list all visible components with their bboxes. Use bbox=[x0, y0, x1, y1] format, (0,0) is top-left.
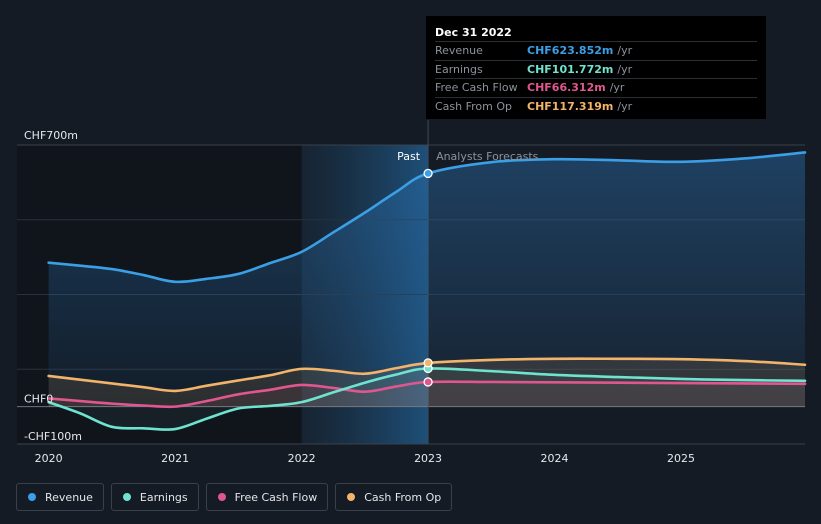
y-tick-label: -CHF100m bbox=[24, 430, 82, 443]
cash-from-op-line bbox=[47, 357, 807, 393]
free-cash-flow-line bbox=[47, 380, 807, 409]
x-tick-label: 2024 bbox=[541, 452, 569, 465]
legend-label: Earnings bbox=[139, 490, 188, 504]
legend-label: Cash From Op bbox=[364, 490, 442, 504]
tooltip-unit: /yr bbox=[617, 62, 633, 76]
legend-dot-icon bbox=[217, 493, 226, 501]
x-tick-label: 2023 bbox=[414, 452, 442, 465]
tooltip-row-revenue: Revenue CHF623.852m /yr bbox=[435, 41, 757, 60]
tooltip: Dec 31 2022 Revenue CHF623.852m /yr Earn… bbox=[426, 16, 766, 119]
revenue-area bbox=[48, 152, 805, 407]
tooltip-value: CHF101.772m bbox=[527, 62, 614, 76]
free-cash-flow-area bbox=[48, 381, 805, 407]
legend-item-revenue[interactable]: Revenue bbox=[16, 483, 104, 511]
tooltip-unit: /yr bbox=[617, 44, 633, 57]
legend-label: Revenue bbox=[45, 490, 93, 504]
free-cash-flow-marker bbox=[423, 377, 433, 387]
legend: Revenue Earnings Free Cash Flow Cash Fro… bbox=[16, 483, 453, 511]
legend-dot-icon bbox=[28, 493, 36, 501]
tooltip-date: Dec 31 2022 bbox=[435, 26, 512, 39]
forecast-label: Analysts Forecasts bbox=[436, 150, 539, 163]
x-tick-label: 2020 bbox=[35, 452, 63, 465]
tooltip-value: CHF623.852m bbox=[527, 44, 614, 57]
tooltip-value: CHF117.319m bbox=[527, 99, 614, 113]
x-tick-label: 2021 bbox=[161, 452, 189, 465]
tooltip-unit: /yr bbox=[617, 99, 633, 113]
tooltip-value: CHF66.312m bbox=[527, 81, 606, 94]
x-tick-label: 2022 bbox=[288, 452, 316, 465]
tooltip-label: Cash From Op bbox=[435, 99, 513, 113]
tooltip-label: Earnings bbox=[435, 62, 483, 76]
tooltip-row-earnings: Earnings CHF101.772m /yr bbox=[435, 59, 757, 79]
revenue-line bbox=[47, 151, 807, 284]
y-tick-label: CHF700m bbox=[24, 129, 78, 142]
legend-dot-icon bbox=[122, 493, 131, 501]
legend-item-cash-from-op[interactable]: Cash From Op bbox=[335, 483, 453, 511]
tooltip-label: Revenue bbox=[435, 44, 483, 57]
legend-dot-icon bbox=[347, 493, 356, 501]
y-tick-label: CHF0 bbox=[24, 393, 53, 406]
tooltip-row-free-cash-flow: Free Cash Flow CHF66.312m /yr bbox=[435, 78, 757, 97]
legend-item-free-cash-flow[interactable]: Free Cash Flow bbox=[205, 483, 329, 511]
tooltip-label: Free Cash Flow bbox=[435, 81, 518, 94]
earnings-line bbox=[47, 367, 807, 431]
revenue-marker bbox=[423, 168, 433, 179]
tooltip-unit: /yr bbox=[609, 81, 625, 94]
legend-label: Free Cash Flow bbox=[234, 490, 318, 504]
past-label: Past bbox=[397, 150, 421, 163]
x-tick-label: 2025 bbox=[667, 452, 695, 465]
legend-item-earnings[interactable]: Earnings bbox=[110, 483, 199, 511]
tooltip-row-cash-from-op: Cash From Op CHF117.319m /yr bbox=[435, 96, 757, 116]
cash-from-op-marker bbox=[423, 358, 433, 368]
